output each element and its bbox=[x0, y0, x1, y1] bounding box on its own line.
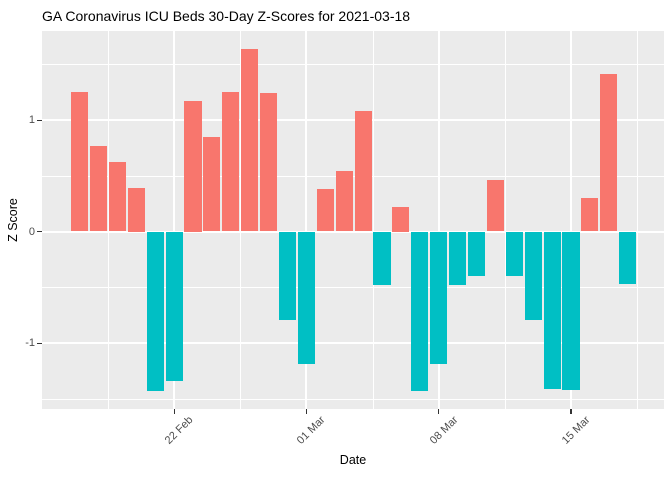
x-tick-label: 15 Mar bbox=[559, 414, 593, 447]
x-tick-label: 22 Feb bbox=[162, 414, 196, 447]
bar-2021-02-24 bbox=[203, 136, 221, 232]
y-tick-label: -1 bbox=[25, 337, 35, 349]
x-axis-title: Date bbox=[339, 453, 367, 467]
h-gridline-minor bbox=[42, 398, 664, 400]
x-tick-mark bbox=[438, 409, 440, 414]
bar-2021-03-06 bbox=[392, 207, 410, 232]
bar-2021-03-17 bbox=[600, 74, 618, 232]
bar-2021-02-19 bbox=[108, 162, 126, 232]
h-gridline-minor bbox=[42, 175, 664, 177]
v-gridline-minor bbox=[108, 31, 109, 409]
h-gridline-major bbox=[42, 119, 664, 121]
v-gridline-major bbox=[173, 31, 176, 409]
v-gridline-major bbox=[570, 31, 572, 409]
bar-2021-03-08 bbox=[430, 231, 448, 365]
bar-2021-02-28 bbox=[278, 231, 297, 320]
bar-2021-03-12 bbox=[505, 231, 523, 277]
h-gridline-minor bbox=[42, 64, 664, 66]
h-gridline-major bbox=[42, 342, 664, 344]
bar-2021-02-17 bbox=[71, 92, 89, 232]
x-tick-label: 01 Mar bbox=[295, 414, 328, 447]
bar-2021-02-23 bbox=[184, 101, 202, 232]
bar-2021-03-03 bbox=[335, 171, 353, 232]
bar-2021-02-26 bbox=[241, 48, 259, 232]
h-gridline-major bbox=[42, 230, 664, 233]
v-gridline-minor bbox=[372, 31, 374, 409]
y-tick-label: 0 bbox=[28, 225, 35, 238]
v-gridline-major bbox=[437, 31, 440, 409]
x-tick-mark bbox=[570, 409, 572, 414]
bar-2021-03-10 bbox=[467, 231, 486, 277]
bar-2021-03-15 bbox=[562, 231, 580, 390]
bar-2021-03-09 bbox=[449, 231, 467, 285]
bar-2021-02-25 bbox=[222, 92, 240, 232]
bar-2021-03-13 bbox=[524, 231, 542, 320]
x-tick-label: 08 Mar bbox=[427, 414, 461, 447]
y-axis-title: Z Score bbox=[6, 198, 20, 242]
bar-2021-02-27 bbox=[260, 93, 278, 232]
y-tick-mark bbox=[37, 231, 42, 233]
bar-2021-03-18 bbox=[619, 231, 637, 284]
h-gridline-minor bbox=[42, 287, 664, 289]
bar-2021-03-04 bbox=[354, 111, 372, 232]
y-tick-label: 1 bbox=[28, 114, 35, 126]
v-gridline-minor bbox=[240, 31, 242, 409]
plot-panel bbox=[42, 31, 664, 409]
y-tick-mark bbox=[37, 119, 42, 121]
x-tick-mark bbox=[173, 409, 175, 414]
bar-2021-02-18 bbox=[89, 145, 108, 232]
bar-2021-02-21 bbox=[146, 231, 164, 391]
x-tick-mark bbox=[305, 409, 307, 414]
bar-2021-03-16 bbox=[581, 198, 599, 232]
v-gridline-minor bbox=[637, 31, 639, 409]
v-gridline-major bbox=[305, 31, 308, 409]
bar-2021-03-07 bbox=[411, 231, 429, 391]
y-tick-mark bbox=[37, 342, 42, 344]
bar-2021-03-02 bbox=[316, 189, 334, 232]
bar-2021-03-11 bbox=[486, 180, 504, 232]
v-gridline-minor bbox=[504, 31, 506, 409]
bar-2021-03-05 bbox=[373, 231, 391, 285]
bar-2021-02-20 bbox=[127, 188, 145, 232]
bar-2021-02-22 bbox=[165, 231, 183, 381]
bar-2021-03-01 bbox=[297, 231, 315, 365]
chart-title: GA Coronavirus ICU Beds 30-Day Z-Scores … bbox=[42, 8, 411, 24]
bar-2021-03-14 bbox=[543, 231, 561, 389]
